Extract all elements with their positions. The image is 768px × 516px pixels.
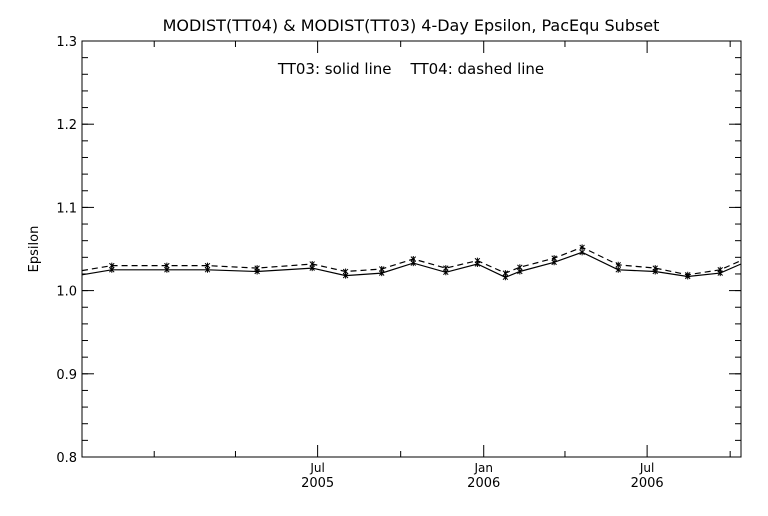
y-tick-label: 1.1: [56, 201, 77, 216]
data-point-tt04: [309, 260, 315, 267]
y-tick-label: 1.3: [56, 35, 77, 50]
data-point-tt04: [342, 268, 349, 275]
x-tick-year-label: 2006: [467, 476, 500, 491]
data-point-tt04: [684, 271, 691, 278]
series-layer: [81, 244, 742, 281]
y-axis-label: Epsilon: [27, 226, 42, 273]
y-tick-label: 0.9: [56, 368, 77, 383]
data-point-tt04: [517, 264, 523, 271]
data-point-tt04: [652, 265, 658, 272]
data-point-tt04: [551, 255, 557, 262]
x-tick-year-label: 2006: [631, 476, 664, 491]
plot-frame: [81, 40, 742, 458]
data-point-tt04: [717, 266, 723, 273]
x-tick-month-label: Jul: [639, 461, 654, 475]
y-tick-label: 0.8: [56, 451, 77, 466]
data-point-tt04: [474, 257, 481, 264]
series-line-tt03: [81, 251, 742, 278]
y-tick-label: 1.0: [56, 285, 77, 300]
data-point-tt04: [502, 270, 509, 277]
data-point-tt04: [164, 262, 170, 269]
data-point-tt04: [378, 265, 385, 272]
data-point-tt04: [109, 262, 115, 269]
x-tick-month-label: Jan: [473, 461, 493, 475]
data-point-tt04: [579, 244, 585, 251]
data-point-tt04: [410, 255, 417, 262]
y-tick-label: 1.2: [56, 118, 77, 133]
series-line-tt04: [81, 246, 742, 276]
data-point-tt04: [204, 262, 211, 269]
x-tick-year-label: 2005: [301, 476, 334, 491]
data-point-tt04: [443, 265, 449, 272]
data-point-tt04: [615, 261, 621, 268]
legend-annotation: TT03: solid line TT04: dashed line: [277, 60, 544, 78]
chart-title: MODIST(TT04) & MODIST(TT03) 4-Day Epsilo…: [163, 16, 660, 35]
x-tick-month-label: Jul: [309, 461, 324, 475]
data-point-tt04: [254, 265, 260, 272]
